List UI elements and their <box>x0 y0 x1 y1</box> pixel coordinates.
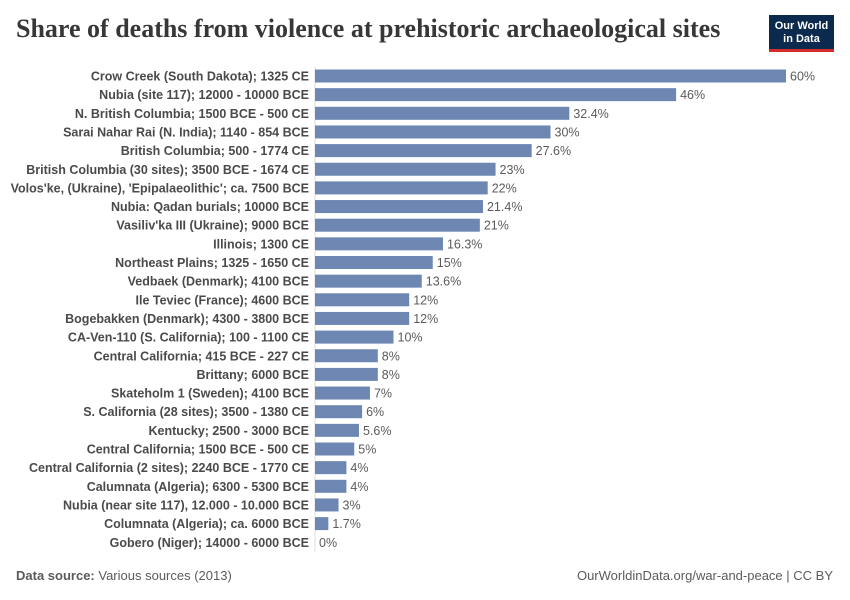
chart-title: Share of deaths from violence at prehist… <box>16 14 721 43</box>
category-label: Columnata (Algeria); ca. 6000 BCE <box>104 517 309 531</box>
bar[interactable] <box>315 330 394 344</box>
bar-group: Crow Creek (South Dakota); 1325 CE 60% Nub… <box>11 69 815 550</box>
bar[interactable] <box>315 106 570 120</box>
value-label: 8% <box>382 368 400 382</box>
bar[interactable] <box>315 386 370 400</box>
value-label: 21.4% <box>487 200 522 214</box>
bar[interactable] <box>315 423 359 437</box>
category-label: Skateholm 1 (Sweden); 4100 BCE <box>111 387 309 401</box>
value-label: 13.6% <box>426 275 461 289</box>
value-label: 16.3% <box>447 237 482 251</box>
bar[interactable] <box>315 293 410 307</box>
value-label: 12% <box>413 312 438 326</box>
data-source-label: Data source: <box>16 568 95 583</box>
value-label: 46% <box>680 88 705 102</box>
value-label: 8% <box>382 349 400 363</box>
category-label: N. British Columbia; 1500 BCE - 500 CE <box>75 107 309 121</box>
category-label: Nubia (near site 117), 12.000 - 10.000 B… <box>63 498 309 512</box>
category-label: Central California (2 sites); 2240 BCE -… <box>29 461 309 475</box>
data-source-text: Various sources (2013) <box>94 568 232 583</box>
bar[interactable] <box>315 461 347 475</box>
category-label: Calumnata (Algeria); 6300 - 5300 BCE <box>87 480 309 494</box>
category-label: Sarai Nahar Rai (N. India); 1140 - 854 B… <box>63 125 309 139</box>
category-label: Ile Teviec (France); 4600 BCE <box>136 293 309 307</box>
category-label: S. California (28 sites); 3500 - 1380 CE <box>83 405 309 419</box>
value-label: 5.6% <box>363 424 392 438</box>
category-label: Kentucky; 2500 - 3000 BCE <box>149 424 310 438</box>
bar[interactable] <box>315 144 532 158</box>
value-label: 0% <box>319 536 337 550</box>
logo-line-2: in Data <box>783 33 820 45</box>
bar[interactable] <box>315 256 433 269</box>
category-label: Illinois; 1300 CE <box>213 237 309 251</box>
bar[interactable] <box>315 274 422 288</box>
category-label: Vedbaek (Denmark); 4100 BCE <box>128 275 309 289</box>
category-label: Gobero (Niger); 14000 - 6000 BCE <box>110 536 309 550</box>
bar[interactable] <box>315 367 378 381</box>
bar[interactable] <box>315 517 329 531</box>
category-label: Northeast Plains; 1325 - 1650 CE <box>115 256 309 270</box>
value-label: 6% <box>366 405 384 419</box>
bar[interactable] <box>315 162 496 176</box>
category-label: Vasiliv'ka III (Ukraine); 9000 BCE <box>116 219 309 233</box>
bar[interactable] <box>315 200 483 214</box>
value-label: 27.6% <box>536 144 571 158</box>
category-label: Bogebakken (Denmark); 4300 - 3800 BCE <box>65 312 309 326</box>
value-label: 15% <box>437 256 462 270</box>
bar[interactable] <box>315 218 480 232</box>
value-label: 30% <box>555 125 580 139</box>
value-label: 7% <box>374 387 392 401</box>
bar[interactable] <box>315 405 363 419</box>
value-label: 1.7% <box>332 517 361 531</box>
value-label: 21% <box>484 219 509 233</box>
value-label: 60% <box>790 70 815 84</box>
category-label: CA-Ven-110 (S. California); 100 - 1100 C… <box>68 331 309 345</box>
credit-link[interactable]: OurWorldinData.org/war-and-peace | CC BY <box>576 568 833 583</box>
value-label: 12% <box>413 293 438 307</box>
category-label: Volos'ke, (Ukraine), 'Epipalaeolithic'; … <box>11 181 309 195</box>
category-label: Central California; 415 BCE - 227 CE <box>94 349 309 363</box>
owid-logo[interactable]: Our World in Data <box>769 15 834 52</box>
bar[interactable] <box>315 349 378 363</box>
value-label: 3% <box>343 498 361 512</box>
value-label: 22% <box>492 181 517 195</box>
category-label: British Columbia; 500 - 1774 CE <box>121 144 309 158</box>
bar[interactable] <box>315 237 443 251</box>
logo-line-1: Our World <box>774 20 829 32</box>
bar-chart: Crow Creek (South Dakota); 1325 CE 60% Nub… <box>11 66 815 552</box>
bar[interactable] <box>315 311 410 325</box>
bar[interactable] <box>315 125 551 139</box>
bar[interactable] <box>315 442 355 456</box>
category-label: Brittany; 6000 BCE <box>196 368 309 382</box>
category-label: Crow Creek (South Dakota); 1325 CE <box>91 70 309 84</box>
category-label: Central California; 1500 BCE - 500 CE <box>87 443 309 457</box>
value-label: 10% <box>398 331 423 345</box>
value-label: 32.4% <box>573 107 608 121</box>
value-label: 4% <box>350 461 368 475</box>
bar[interactable] <box>315 498 339 512</box>
category-label: British Columbia (30 sites); 3500 BCE - … <box>26 163 309 177</box>
bar[interactable] <box>315 479 347 493</box>
category-label: Nubia (site 117); 12000 - 10000 BCE <box>99 88 309 102</box>
bar[interactable] <box>315 88 677 102</box>
value-label: 23% <box>500 163 525 177</box>
category-label: Nubia: Qadan burials; 10000 BCE <box>111 200 309 214</box>
value-label: 4% <box>350 480 368 494</box>
bar[interactable] <box>315 181 488 195</box>
bar[interactable] <box>315 69 786 83</box>
value-label: 5% <box>358 443 376 457</box>
data-source: Data source: Various sources (2013) <box>16 568 232 583</box>
